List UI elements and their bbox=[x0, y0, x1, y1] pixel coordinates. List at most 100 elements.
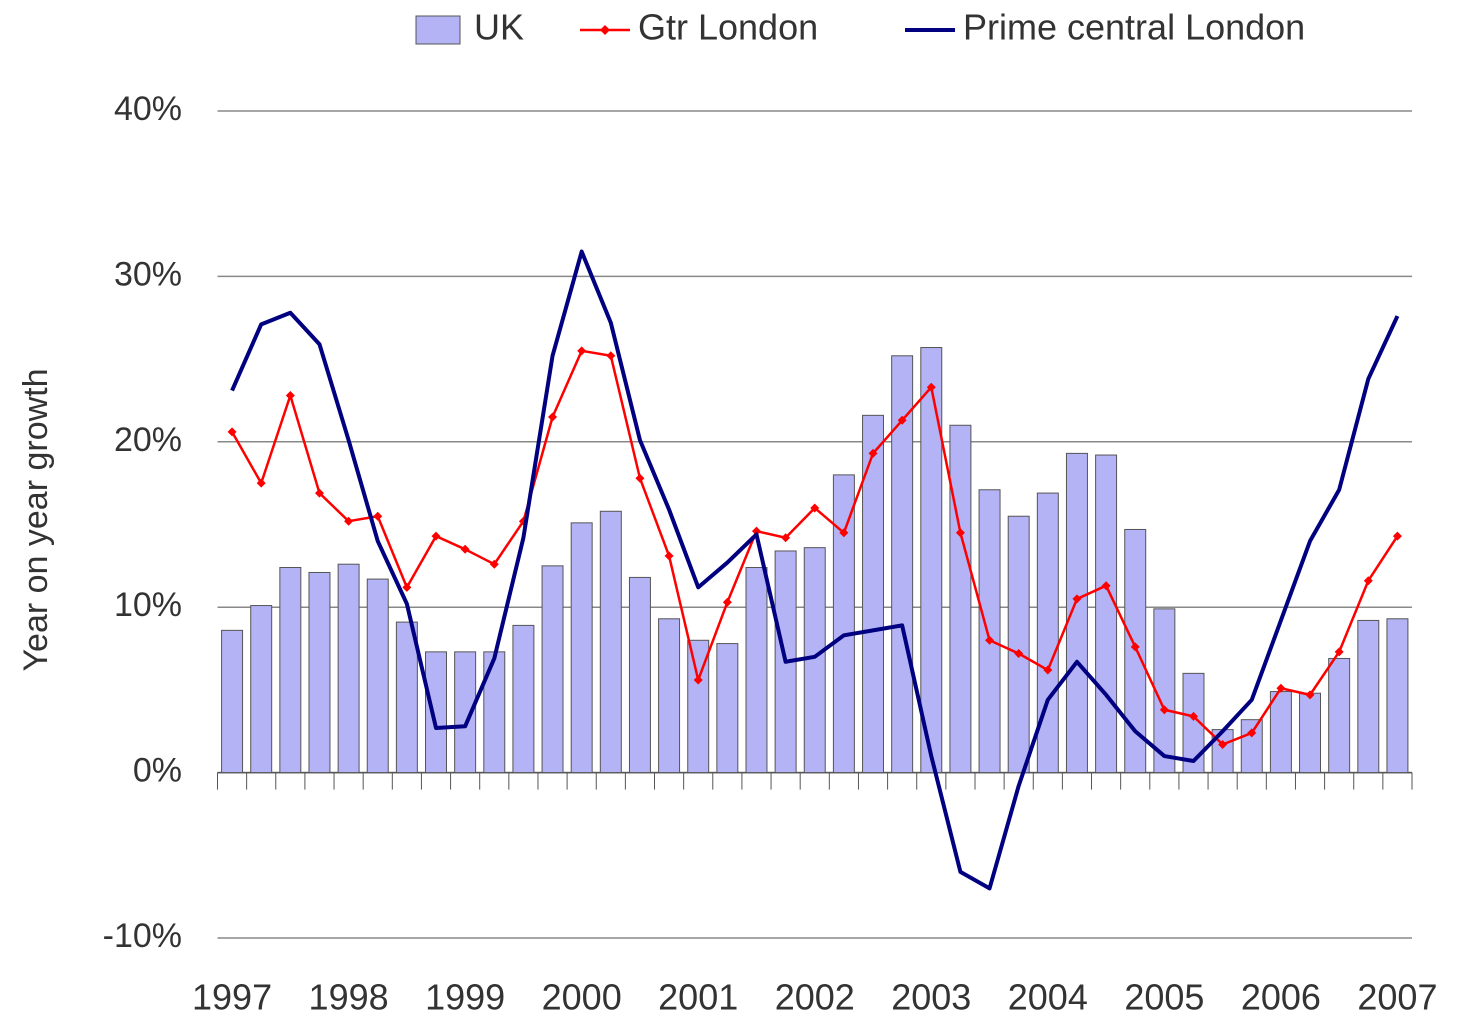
bar bbox=[1007, 515, 1030, 774]
y-tick-label: -10% bbox=[103, 917, 182, 955]
bar bbox=[628, 576, 651, 774]
marker bbox=[722, 597, 732, 607]
marker bbox=[1188, 711, 1198, 721]
bar bbox=[862, 414, 885, 774]
marker bbox=[577, 346, 587, 356]
marker bbox=[1072, 594, 1082, 604]
y-tick-label: 30% bbox=[114, 255, 182, 293]
marker bbox=[868, 448, 878, 458]
bar bbox=[1299, 692, 1322, 774]
marker bbox=[489, 559, 499, 569]
bar bbox=[250, 605, 273, 774]
y-tick-label: 40% bbox=[114, 90, 182, 128]
bar bbox=[1386, 618, 1409, 774]
marker bbox=[431, 531, 441, 541]
bar bbox=[279, 567, 302, 774]
bar bbox=[832, 474, 855, 774]
marker bbox=[955, 528, 965, 538]
marker bbox=[227, 427, 237, 437]
marker bbox=[1247, 728, 1257, 738]
marker bbox=[693, 675, 703, 685]
marker bbox=[606, 351, 616, 361]
marker bbox=[985, 635, 995, 645]
marker bbox=[1043, 665, 1053, 675]
x-tick-label: 1999 bbox=[425, 977, 505, 1018]
x-tick-label: 1997 bbox=[192, 977, 272, 1018]
marker bbox=[810, 503, 820, 513]
x-tick-label: 2002 bbox=[775, 977, 855, 1018]
bar bbox=[337, 563, 360, 774]
legend-marker bbox=[600, 25, 610, 35]
marker bbox=[1130, 642, 1140, 652]
bar bbox=[512, 624, 535, 774]
x-tick-label: 2001 bbox=[658, 977, 738, 1018]
x-tick-label: 2000 bbox=[542, 977, 622, 1018]
x-tick-label: 2006 bbox=[1241, 977, 1321, 1018]
bar bbox=[1182, 672, 1205, 774]
bar bbox=[425, 651, 447, 774]
bar bbox=[308, 571, 331, 774]
y-axis-label: Year on year growth bbox=[17, 368, 55, 671]
marker bbox=[1392, 531, 1402, 541]
y-tick-label: 10% bbox=[114, 586, 182, 624]
marker bbox=[839, 528, 849, 538]
y-tick-label: 0% bbox=[133, 752, 182, 790]
bar bbox=[687, 639, 710, 774]
marker bbox=[548, 412, 558, 422]
bar bbox=[483, 651, 506, 774]
marker bbox=[635, 473, 645, 483]
bar bbox=[1095, 454, 1118, 774]
x-tick-label: 2004 bbox=[1008, 977, 1088, 1018]
bar bbox=[1065, 452, 1088, 774]
bar bbox=[1153, 608, 1176, 774]
marker bbox=[1014, 649, 1024, 659]
marker bbox=[751, 526, 761, 536]
marker bbox=[926, 382, 936, 392]
bar bbox=[541, 565, 564, 774]
x-tick-label: 2003 bbox=[891, 977, 971, 1018]
legend-swatch bbox=[415, 15, 461, 45]
bar bbox=[1357, 619, 1380, 774]
bar bbox=[978, 489, 1001, 774]
bar bbox=[803, 547, 826, 774]
x-tick-label: 1998 bbox=[309, 977, 389, 1018]
bar bbox=[716, 643, 739, 774]
marker bbox=[1218, 739, 1228, 749]
marker bbox=[1276, 683, 1286, 693]
marker bbox=[1159, 705, 1169, 715]
marker bbox=[314, 488, 324, 498]
marker bbox=[1363, 576, 1373, 586]
marker bbox=[1101, 581, 1111, 591]
bar bbox=[1328, 657, 1351, 774]
bar bbox=[570, 522, 593, 774]
bar bbox=[454, 651, 477, 774]
legend-label: UK bbox=[474, 7, 524, 48]
bar bbox=[891, 355, 914, 774]
marker bbox=[897, 415, 907, 425]
marker bbox=[402, 582, 412, 592]
marker bbox=[373, 511, 383, 521]
marker bbox=[460, 544, 470, 554]
marker bbox=[285, 390, 295, 400]
bar bbox=[1036, 492, 1059, 774]
bar bbox=[221, 629, 244, 774]
bar bbox=[949, 424, 972, 774]
bar bbox=[920, 347, 943, 774]
marker bbox=[256, 478, 266, 488]
marker bbox=[664, 551, 674, 561]
bar bbox=[745, 567, 768, 774]
legend-label: Prime central London bbox=[963, 7, 1305, 48]
line bbox=[230, 249, 1400, 891]
marker bbox=[781, 533, 791, 543]
legend-label: Gtr London bbox=[638, 7, 818, 48]
bar bbox=[1269, 691, 1292, 774]
marker bbox=[1305, 690, 1315, 700]
x-tick-label: 2007 bbox=[1357, 977, 1437, 1018]
bar bbox=[658, 618, 681, 774]
marker bbox=[344, 516, 354, 526]
bar bbox=[366, 578, 389, 774]
bar bbox=[1240, 719, 1263, 774]
x-tick-label: 2005 bbox=[1124, 977, 1204, 1018]
bar bbox=[599, 510, 622, 774]
